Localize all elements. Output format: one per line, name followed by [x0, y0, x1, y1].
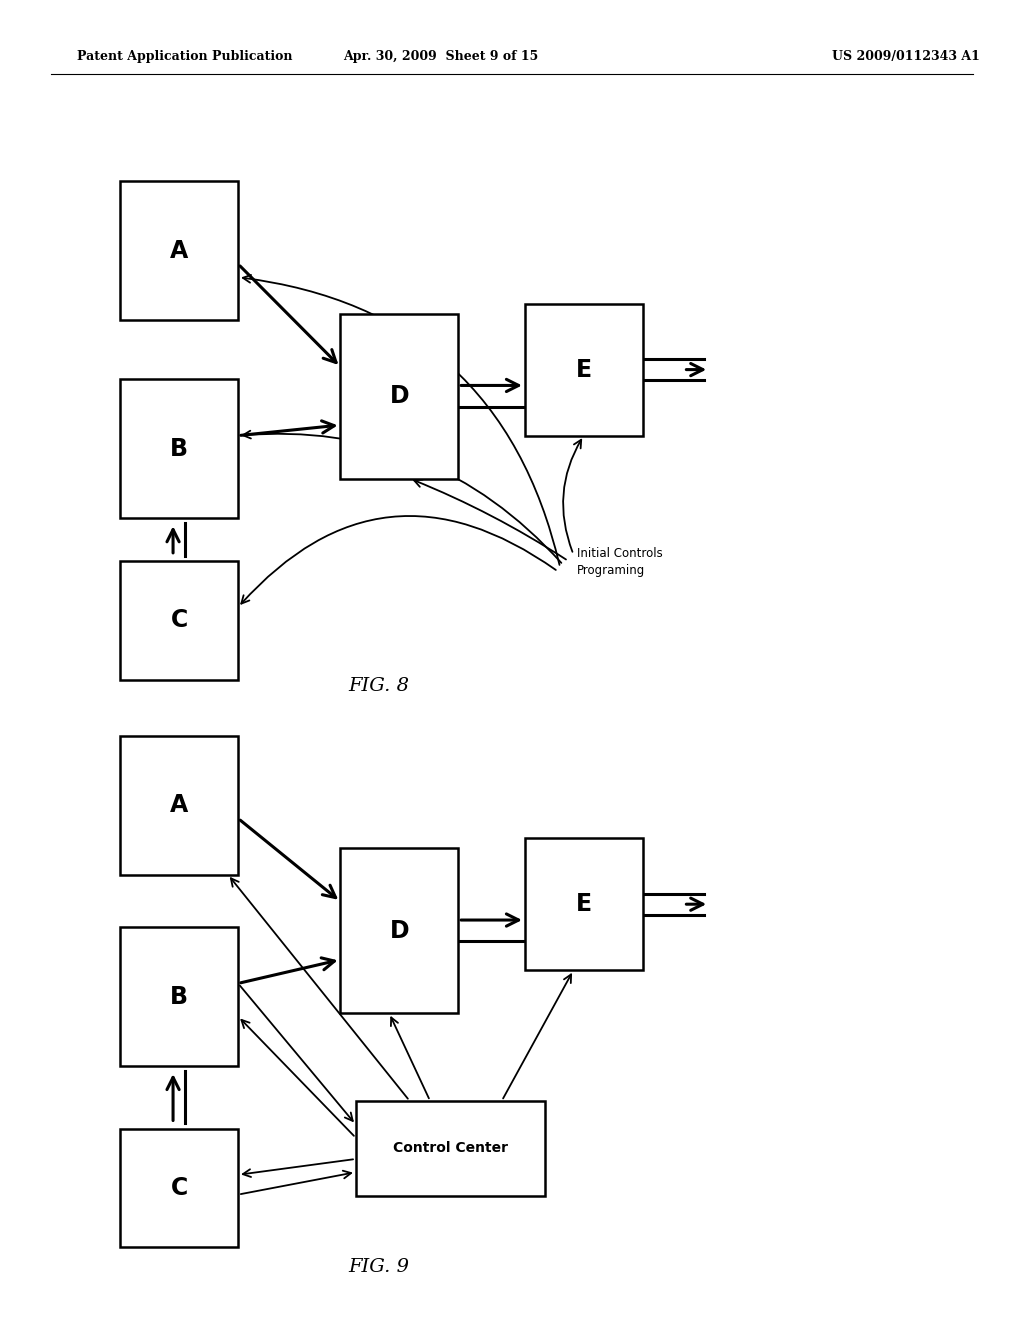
Bar [524, 838, 643, 970]
Text: E: E [575, 358, 592, 381]
Text: B: B [170, 437, 188, 461]
Text: C: C [171, 1176, 187, 1200]
Text: Control Center: Control Center [393, 1142, 508, 1155]
Bar [121, 737, 238, 874]
Text: C: C [171, 609, 187, 632]
Text: FIG. 9: FIG. 9 [348, 1258, 410, 1276]
Text: Patent Application Publication: Patent Application Publication [77, 50, 292, 63]
Text: Programing: Programing [577, 564, 645, 577]
Bar [121, 1129, 238, 1247]
Text: US 2009/0112343 A1: US 2009/0112343 A1 [833, 50, 980, 63]
Bar [340, 314, 459, 479]
Text: B: B [170, 985, 188, 1008]
Bar [524, 304, 643, 436]
Bar [121, 561, 238, 680]
Text: Apr. 30, 2009  Sheet 9 of 15: Apr. 30, 2009 Sheet 9 of 15 [343, 50, 538, 63]
Bar [121, 380, 238, 517]
Text: FIG. 8: FIG. 8 [348, 677, 410, 696]
Bar [356, 1101, 545, 1196]
Text: E: E [575, 892, 592, 916]
Text: D: D [389, 384, 410, 408]
Text: A: A [170, 793, 188, 817]
Text: Initial Controls: Initial Controls [577, 546, 663, 560]
Bar [121, 181, 238, 319]
Text: D: D [389, 919, 410, 942]
Bar [121, 928, 238, 1067]
Bar [340, 849, 459, 1014]
Text: A: A [170, 239, 188, 263]
